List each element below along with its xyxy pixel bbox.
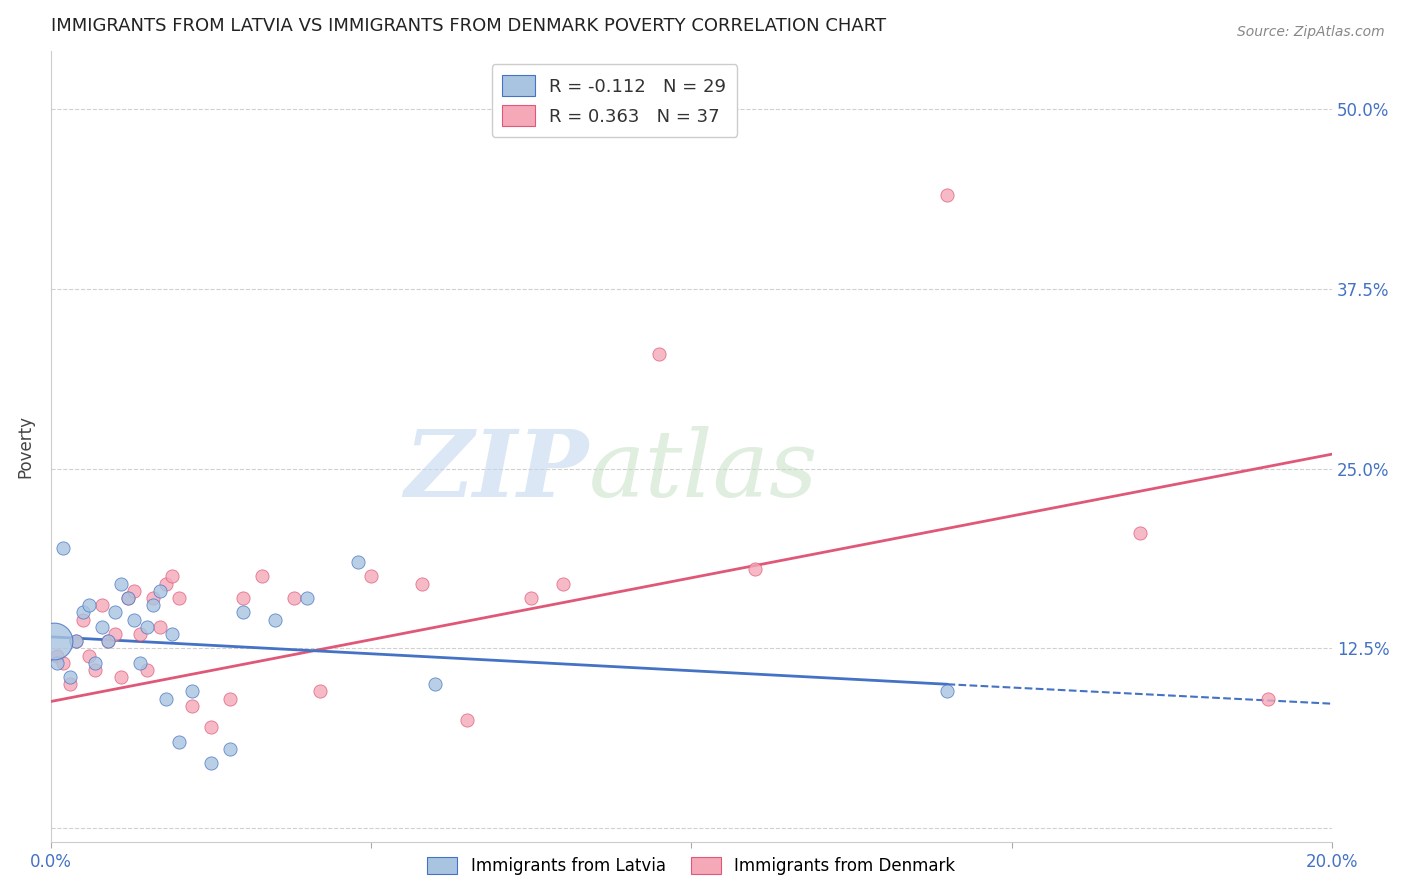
Text: Source: ZipAtlas.com: Source: ZipAtlas.com: [1237, 25, 1385, 39]
Point: [59, 677, 82, 691]
Point: [553, 576, 575, 591]
Point: [219, 691, 242, 706]
Point: [90, 620, 112, 634]
Point: [936, 188, 959, 202]
Text: atlas: atlas: [589, 425, 818, 516]
Point: [219, 742, 242, 756]
Point: [129, 627, 152, 641]
Point: [283, 591, 305, 605]
Point: [135, 620, 157, 634]
Point: [84, 663, 107, 677]
Text: IMMIGRANTS FROM LATVIA VS IMMIGRANTS FROM DENMARK POVERTY CORRELATION CHART: IMMIGRANTS FROM LATVIA VS IMMIGRANTS FRO…: [51, 17, 886, 35]
Point: [167, 591, 190, 605]
Point: [148, 583, 170, 598]
Point: [122, 583, 145, 598]
Point: [59, 670, 82, 684]
Point: [148, 620, 170, 634]
Point: [129, 656, 152, 670]
Point: [167, 735, 190, 749]
Point: [117, 591, 139, 605]
Point: [90, 598, 112, 612]
Point: [46, 648, 69, 663]
Point: [936, 684, 959, 698]
Point: [648, 346, 671, 360]
Point: [117, 591, 139, 605]
Point: [232, 606, 254, 620]
Point: [155, 691, 177, 706]
Text: ZIP: ZIP: [405, 425, 589, 516]
Point: [1257, 691, 1279, 706]
Y-axis label: Poverty: Poverty: [17, 416, 35, 478]
Point: [142, 598, 165, 612]
Point: [180, 684, 202, 698]
Point: [162, 627, 184, 641]
Point: [46, 656, 69, 670]
Point: [84, 656, 107, 670]
Point: [200, 720, 222, 734]
Point: [110, 576, 132, 591]
Point: [155, 576, 177, 591]
Point: [97, 634, 120, 648]
Point: [135, 663, 157, 677]
Point: [250, 569, 273, 583]
Point: [77, 648, 100, 663]
Point: [72, 613, 94, 627]
Point: [232, 591, 254, 605]
Point: [72, 606, 94, 620]
Point: [360, 569, 382, 583]
Legend: Immigrants from Latvia, Immigrants from Denmark: Immigrants from Latvia, Immigrants from …: [420, 850, 962, 881]
Point: [200, 756, 222, 771]
Point: [110, 670, 132, 684]
Point: [295, 591, 318, 605]
Point: [180, 698, 202, 713]
Point: [1129, 526, 1152, 541]
Point: [142, 591, 165, 605]
Point: [52, 656, 75, 670]
Point: [347, 555, 370, 569]
Point: [97, 634, 120, 648]
Point: [162, 569, 184, 583]
Point: [456, 713, 478, 727]
Point: [104, 627, 127, 641]
Point: [520, 591, 543, 605]
Point: [65, 634, 87, 648]
Point: [77, 598, 100, 612]
Point: [411, 576, 433, 591]
Point: [308, 684, 330, 698]
Point: [104, 606, 127, 620]
Point: [122, 613, 145, 627]
Point: [744, 562, 766, 576]
Point: [263, 613, 285, 627]
Point: [423, 677, 446, 691]
Point: [42, 634, 65, 648]
Point: [65, 634, 87, 648]
Point: [52, 541, 75, 555]
